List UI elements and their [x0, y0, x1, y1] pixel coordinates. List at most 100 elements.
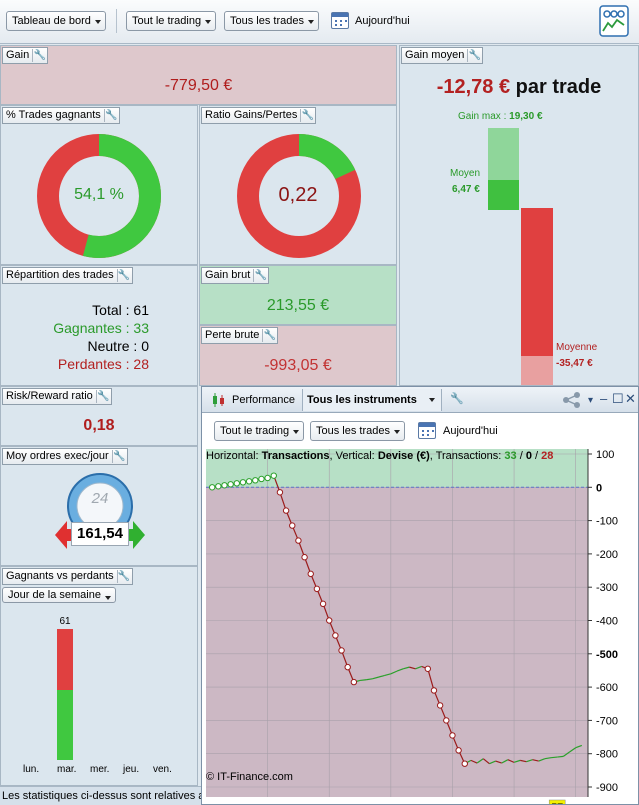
trade-point [332, 632, 339, 639]
x-tick-label: 60 [570, 803, 582, 805]
gain-brut-panel: Gain brut 🔧 213,55 € [199, 265, 397, 325]
risk-reward-panel: Risk/Reward ratio 🔧 0,18 [0, 386, 198, 446]
perf-trading-select[interactable]: Tout le trading [214, 421, 305, 441]
calendar-icon[interactable] [331, 12, 349, 29]
neutre-value: 0 [141, 338, 149, 354]
trades-select[interactable]: Tous les trades [224, 11, 319, 31]
copyright-label: © IT-Finance.com [206, 771, 293, 783]
share-icon[interactable] [562, 392, 582, 408]
view-select[interactable]: Tableau de bord [6, 11, 106, 31]
legend-t-label: , Transactions: [429, 450, 502, 462]
gain-moyen-title-text: Gain moyen [405, 49, 465, 61]
calendar-icon[interactable] [418, 422, 436, 439]
neutre-row: Neutre : 0 [1, 337, 150, 355]
equity-segment [427, 668, 435, 691]
performance-window: Performance Tous les instruments 🔧 ▾ – ☐… [201, 386, 639, 805]
weekday-loss-bar [57, 629, 73, 690]
perf-trades-select[interactable]: Tous les trades [310, 421, 405, 441]
weekday-labels: lun. mar. mer. jeu. ven. [23, 764, 183, 775]
chevron-down-icon[interactable]: ▾ [588, 395, 594, 406]
trade-point [208, 484, 216, 491]
trade-point [313, 585, 321, 593]
total-label: Total : [92, 302, 130, 318]
candlestick-icon [213, 393, 224, 407]
equity-segment [526, 759, 533, 763]
pct-gagnants-panel: % Trades gagnants 🔧 54,1 % [0, 105, 198, 265]
minimize-icon[interactable]: – [600, 391, 608, 406]
gain-max-label: Gain max : 19,30 € [458, 111, 543, 122]
wrench-icon[interactable]: 🔧 [116, 269, 131, 282]
gain-title-text: Gain [6, 49, 30, 61]
moyen-gain-bar [488, 180, 519, 210]
gagnantes-label: Gagnantes : [53, 320, 130, 336]
date-range-label[interactable]: Aujourd'hui [355, 15, 410, 27]
moyen-label: Moyen [450, 168, 481, 179]
equity-segment [575, 744, 583, 749]
equity-segment [501, 759, 509, 764]
perdantes-label: Perdantes : [57, 356, 130, 372]
equity-segment [563, 751, 570, 757]
status-bar: Les statistiques ci-dessus sont relative… [0, 786, 201, 805]
trading-select[interactable]: Tout le trading [126, 11, 217, 31]
day-label: ven. [153, 764, 172, 775]
equity-segment [482, 758, 490, 765]
dashboard-settings-icon[interactable] [599, 5, 629, 37]
gain-brut-value: 213,55 € [266, 297, 330, 314]
total-row: Total : 61 [1, 301, 149, 319]
equity-segment [538, 758, 546, 762]
equity-segment [279, 492, 287, 511]
trade-point [436, 702, 444, 709]
positive-band [206, 449, 588, 488]
tab-performance[interactable]: Performance [206, 389, 300, 411]
wrench-icon[interactable]: 🔧 [103, 109, 118, 122]
trade-point [276, 489, 284, 496]
loss-bar [521, 208, 553, 385]
y-tick-label: 100 [596, 449, 614, 461]
legend-win-count: 33 [504, 450, 517, 462]
maximize-icon[interactable]: ☐ [612, 391, 624, 406]
equity-segment [520, 759, 527, 763]
moyenne-label: Moyenne [556, 342, 598, 353]
x-tick-label: 10 [261, 803, 273, 805]
equity-segment [366, 678, 373, 681]
wrench-icon[interactable]: 🔧 [116, 570, 131, 583]
trade-point [239, 479, 247, 486]
equity-segment [409, 666, 416, 670]
trade-point [301, 554, 308, 561]
trade-point [264, 474, 271, 482]
gain-brut-title: Gain brut 🔧 [201, 267, 270, 284]
trade-point [430, 687, 438, 694]
wrench-icon[interactable]: 🔧 [95, 390, 110, 403]
perte-brute-panel: Perte brute 🔧 -993,05 € [199, 325, 397, 386]
wrench-icon[interactable]: 🔧 [262, 329, 277, 342]
perf-date-label[interactable]: Aujourd'hui [443, 425, 498, 437]
legend-sep: / [516, 450, 526, 462]
ratio-value: 0,22 [278, 184, 318, 206]
day-label: mar. [57, 764, 77, 775]
trade-point [252, 477, 259, 484]
wrench-icon[interactable]: 🔧 [300, 109, 315, 122]
x-tick-label: 40 [446, 803, 458, 805]
wrench-icon[interactable]: 🔧 [253, 269, 267, 282]
weekday-select[interactable]: Jour de la semaine [2, 587, 116, 603]
trade-point [258, 475, 265, 483]
trade-point [270, 472, 277, 479]
gain-panel: Gain 🔧 -779,50 € [0, 45, 397, 105]
day-label: mer. [90, 764, 110, 775]
performance-tab-label: Performance [232, 394, 295, 406]
pct-gagnants-value: 54,1 % [74, 186, 124, 203]
equity-segment [489, 760, 496, 765]
risk-reward-title: Risk/Reward ratio 🔧 [2, 388, 112, 405]
repartition-list: Total : 61 Gagnantes : 33 Neutre : 0 Per… [1, 301, 149, 373]
wrench-icon[interactable]: 🔧 [32, 49, 46, 62]
wrench-icon[interactable]: 🔧 [111, 450, 126, 463]
wrench-icon[interactable]: 🔧 [467, 49, 482, 62]
gain-max-value: 19,30 € [509, 111, 543, 122]
trade-point [443, 717, 450, 724]
ratio-title: Ratio Gains/Pertes 🔧 [201, 107, 317, 124]
trade-point [245, 478, 253, 485]
instruments-select[interactable]: Tous les instruments [302, 389, 442, 411]
close-icon[interactable]: ✕ [625, 391, 636, 406]
wrench-icon[interactable]: 🔧 [450, 393, 464, 405]
equity-segment [569, 747, 577, 753]
